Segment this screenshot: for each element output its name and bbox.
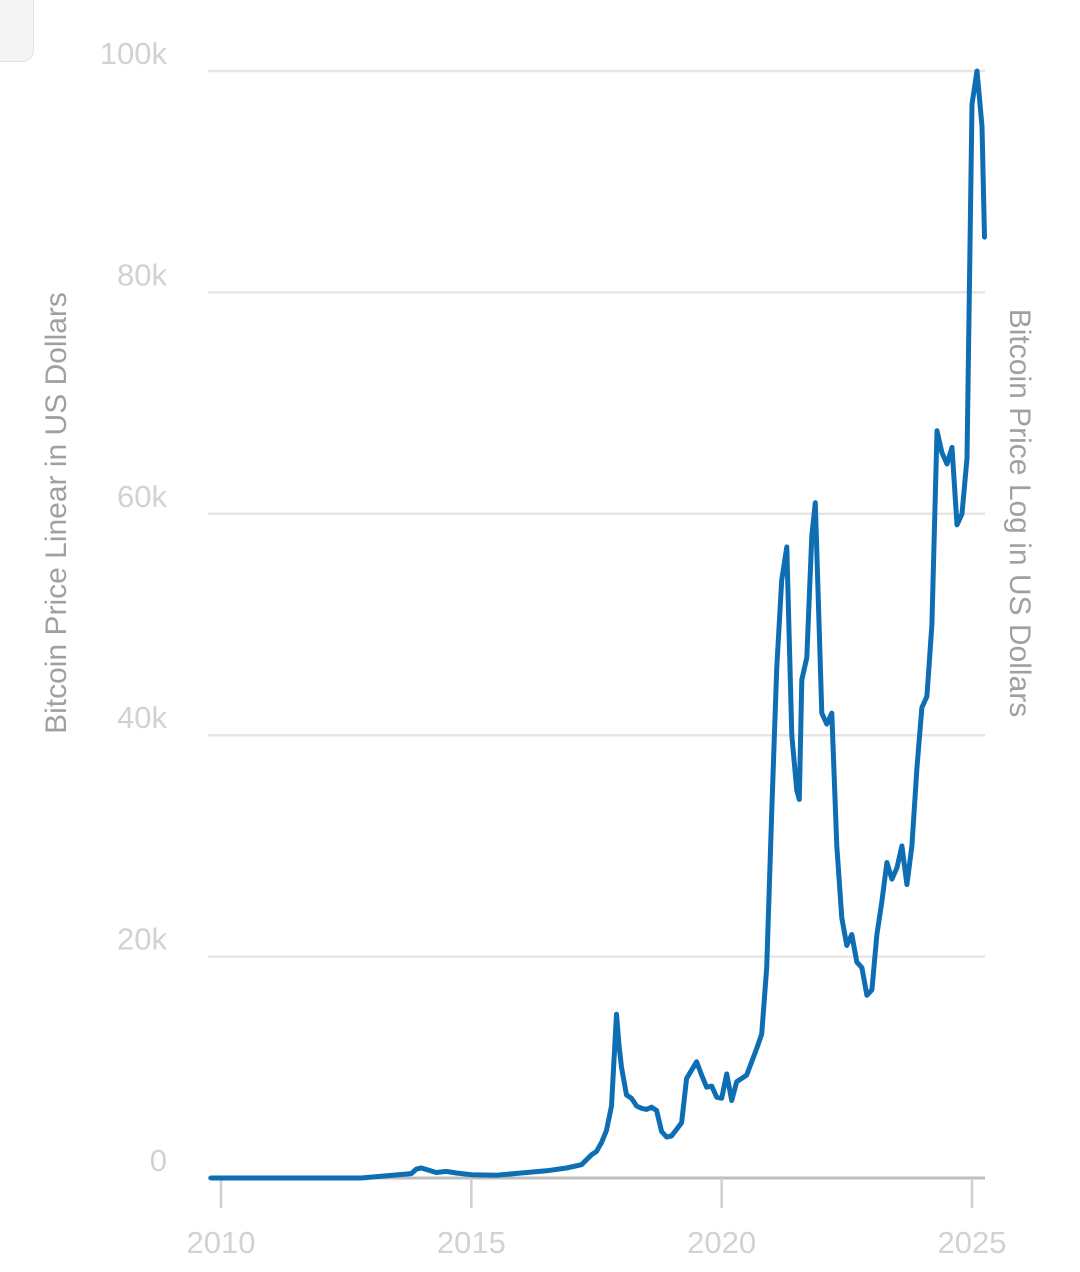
x-tick-label: 2020 xyxy=(687,1225,756,1260)
y-tick-label: 20k xyxy=(117,922,167,957)
y-tick-label: 40k xyxy=(117,700,167,735)
corner-card xyxy=(0,0,34,62)
price-series-line xyxy=(208,68,987,1181)
y-tick-label: 100k xyxy=(100,36,168,71)
grid-lines xyxy=(208,69,985,958)
x-tick-label: 2025 xyxy=(938,1225,1007,1260)
y-tick-label: 0 xyxy=(150,1143,167,1178)
right-axis-title: Bitcoin Price Log in US Dollars xyxy=(1003,309,1036,718)
x-axis-ticks: 2010 2015 2020 2025 xyxy=(187,1178,1007,1260)
y-tick-labels: 0 20k 40k 60k 80k 100k xyxy=(100,36,168,1178)
x-tick-label: 2015 xyxy=(437,1225,506,1260)
y-tick-label: 80k xyxy=(117,257,167,292)
y-tick-label: 60k xyxy=(117,479,167,514)
left-axis-title: Bitcoin Price Linear in US Dollars xyxy=(40,292,73,734)
x-tick-label: 2010 xyxy=(187,1225,256,1260)
